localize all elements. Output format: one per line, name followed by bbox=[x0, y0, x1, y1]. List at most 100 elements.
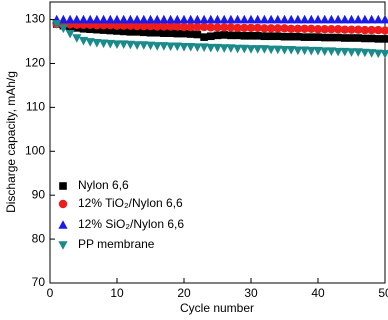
marker bbox=[233, 31, 242, 40]
plot-frame bbox=[49, 1, 386, 284]
marker bbox=[347, 25, 356, 34]
marker bbox=[286, 14, 296, 24]
y-tick-label: 80 bbox=[32, 231, 46, 245]
marker bbox=[159, 42, 169, 51]
marker bbox=[152, 14, 162, 24]
legend-label: PP membrane bbox=[78, 237, 155, 251]
marker bbox=[186, 30, 195, 38]
marker bbox=[346, 14, 357, 24]
marker bbox=[173, 22, 182, 31]
marker bbox=[313, 25, 323, 34]
marker bbox=[206, 14, 216, 24]
marker bbox=[72, 34, 82, 43]
marker bbox=[180, 29, 188, 38]
marker bbox=[380, 26, 388, 35]
marker bbox=[361, 34, 369, 43]
marker bbox=[259, 45, 269, 54]
y-tick-label: 110 bbox=[26, 100, 45, 114]
marker bbox=[212, 14, 223, 24]
marker bbox=[341, 34, 349, 42]
legend-marker bbox=[58, 220, 68, 229]
marker bbox=[227, 31, 235, 40]
marker bbox=[327, 25, 336, 34]
marker bbox=[199, 14, 209, 24]
marker bbox=[139, 21, 148, 31]
marker bbox=[219, 44, 229, 53]
marker bbox=[233, 23, 242, 33]
marker bbox=[273, 14, 283, 24]
marker bbox=[219, 14, 229, 24]
marker bbox=[279, 46, 290, 55]
marker bbox=[253, 32, 262, 40]
marker bbox=[340, 14, 350, 24]
marker bbox=[266, 24, 276, 33]
marker bbox=[92, 39, 102, 48]
marker bbox=[145, 41, 156, 51]
marker bbox=[246, 14, 256, 24]
marker bbox=[354, 34, 362, 42]
marker bbox=[193, 30, 202, 39]
marker bbox=[220, 23, 229, 32]
marker bbox=[300, 14, 310, 24]
marker bbox=[213, 31, 222, 40]
y-tick-label: 90 bbox=[32, 187, 46, 201]
marker bbox=[253, 14, 263, 24]
marker bbox=[86, 25, 94, 34]
y-tick-label: 100 bbox=[25, 143, 45, 157]
legend-marker bbox=[59, 182, 67, 190]
marker bbox=[226, 14, 236, 24]
marker bbox=[173, 29, 182, 38]
marker bbox=[92, 14, 102, 24]
marker bbox=[353, 14, 363, 24]
marker bbox=[119, 27, 128, 36]
marker bbox=[65, 14, 75, 24]
marker bbox=[260, 24, 269, 33]
marker bbox=[293, 46, 303, 56]
marker bbox=[320, 47, 330, 56]
marker bbox=[360, 25, 370, 35]
marker bbox=[320, 33, 329, 42]
legend-label: 12% TiO₂/Nylon 6,6 bbox=[78, 196, 183, 210]
marker bbox=[160, 29, 168, 37]
marker bbox=[166, 22, 175, 31]
marker bbox=[240, 32, 249, 40]
marker bbox=[280, 24, 289, 33]
marker bbox=[286, 46, 296, 55]
marker bbox=[259, 14, 269, 24]
marker bbox=[287, 24, 296, 33]
marker bbox=[294, 32, 302, 41]
marker bbox=[85, 14, 95, 24]
marker bbox=[367, 25, 376, 35]
marker bbox=[125, 14, 135, 24]
marker bbox=[233, 14, 243, 24]
marker bbox=[78, 14, 89, 24]
marker bbox=[58, 24, 68, 34]
marker bbox=[280, 32, 289, 41]
marker bbox=[192, 43, 202, 53]
marker bbox=[313, 46, 323, 56]
marker bbox=[266, 45, 276, 55]
x-tick-label: 10 bbox=[110, 286, 124, 300]
marker bbox=[306, 14, 316, 24]
marker bbox=[119, 14, 129, 24]
marker bbox=[327, 33, 336, 42]
marker bbox=[179, 42, 189, 52]
marker bbox=[112, 14, 122, 24]
marker bbox=[320, 14, 330, 24]
x-tick-label: 40 bbox=[311, 286, 325, 300]
marker bbox=[172, 14, 182, 24]
y-tick-label: 120 bbox=[25, 56, 45, 70]
marker bbox=[153, 22, 162, 31]
legend-label: Nylon 6,6 bbox=[78, 178, 129, 192]
marker bbox=[99, 39, 109, 49]
marker bbox=[300, 33, 309, 41]
marker bbox=[52, 20, 62, 29]
marker bbox=[247, 32, 255, 40]
marker bbox=[72, 14, 82, 24]
marker bbox=[360, 14, 370, 24]
x-tick-label: 20 bbox=[177, 286, 191, 300]
marker bbox=[260, 32, 269, 41]
marker bbox=[253, 45, 263, 54]
marker bbox=[133, 28, 141, 36]
marker bbox=[186, 14, 196, 24]
